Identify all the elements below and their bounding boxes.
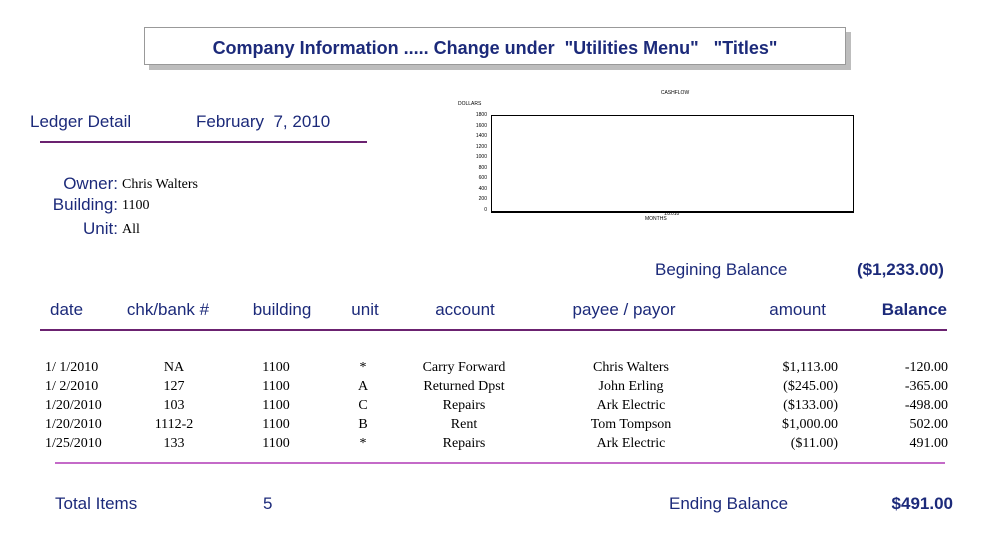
column-header: Balance [881, 300, 947, 319]
ledger-cell: Returned Dpst [423, 379, 505, 394]
ledger-cell: 502.00 [909, 417, 949, 432]
ledger-cell: 1/20/2010 [45, 417, 102, 432]
company-title: Company Information ..... Change under "… [212, 38, 778, 58]
ledger-cell: Ark Electric [596, 398, 666, 413]
chart-y-tick: 200 [478, 196, 487, 202]
ledger-cell: * [359, 360, 367, 375]
ledger-cell: 127 [163, 379, 185, 394]
ledger-cell: 1/ 1/2010 [45, 360, 99, 375]
ledger-cell: 103 [163, 398, 185, 413]
ledger-cell: John Erling [598, 379, 664, 394]
ledger-cell: B [358, 417, 368, 432]
ledger-cell: Tom Tompson [590, 417, 672, 432]
info-value: Chris Walters [122, 177, 198, 192]
ledger-cell: A [357, 379, 369, 394]
ledger-cell: 1/ 2/2010 [45, 379, 99, 394]
chart-y-tick: 1000 [475, 154, 487, 160]
rule [40, 141, 367, 143]
chart-frame [491, 115, 854, 213]
info-value: All [122, 222, 140, 237]
column-header: building [252, 300, 312, 319]
ledger-cell: * [359, 436, 367, 451]
chart-y-tick: 1600 [475, 122, 487, 129]
ledger-cell: Repairs [442, 398, 486, 413]
ledger-cell: -120.00 [904, 360, 948, 375]
chart-y-tick: 800 [478, 164, 487, 171]
ledger-cell: C [358, 398, 368, 413]
column-header: payee / payor [572, 300, 676, 319]
info-label: Unit: [83, 219, 118, 238]
ledger-cell: NA [163, 360, 185, 375]
ledger-cell: 1112-2 [154, 417, 194, 432]
beginning-value: ($1,233.00) [857, 260, 944, 279]
ledger-cell: 1100 [262, 417, 290, 432]
beginning-label: Begining Balance [655, 260, 788, 279]
info-label: Owner: [63, 174, 118, 193]
ending-label: Ending Balance [669, 494, 789, 513]
chart-y-tick: 1800 [475, 112, 487, 118]
ledger-cell: 133 [163, 436, 185, 451]
ledger-cell: -365.00 [904, 379, 948, 394]
info-label: Building: [52, 195, 118, 214]
ending-value: $491.00 [891, 494, 953, 513]
ledger-cell: 1100 [262, 436, 290, 451]
report-date: February 7, 2010 [196, 112, 331, 131]
chart-x-tick: 1/2010 [664, 211, 680, 217]
ledger-cell: 1100 [262, 379, 290, 394]
ledger-cell: $1,000.00 [782, 417, 838, 432]
total-items-label: Total Items [55, 494, 138, 513]
ledger-cell: Rent [450, 417, 478, 432]
ledger-cell: 491.00 [909, 436, 949, 451]
chart-y-tick: 400 [478, 185, 487, 192]
column-header: account [435, 300, 495, 319]
rule [40, 329, 947, 331]
column-header: unit [351, 300, 379, 319]
rule [55, 462, 945, 464]
ledger-cell: ($133.00) [783, 398, 838, 413]
ledger-cell: Ark Electric [596, 436, 666, 451]
info-value: 1100 [122, 198, 150, 213]
chart-x-label: MONTHS [645, 216, 667, 222]
ledger-cell: 1100 [262, 398, 290, 413]
column-header: amount [769, 300, 826, 319]
ledger-cell: -498.00 [904, 398, 948, 413]
ledger-cell: Repairs [442, 436, 486, 451]
title-box [144, 27, 846, 65]
ledger-cell: 1100 [262, 360, 290, 375]
ledger-cell: ($245.00) [783, 379, 838, 394]
ledger-cell: ($11.00) [790, 436, 838, 451]
ledger-cell: 1/25/2010 [45, 436, 102, 451]
chart-y-tick: 600 [478, 175, 487, 181]
chart-y-tick: 1400 [475, 133, 487, 139]
chart-y-label: DOLLARS [458, 101, 482, 107]
chart-title: CASHFLOW [660, 90, 690, 96]
ledger-cell: Carry Forward [422, 360, 506, 375]
column-header: chk/bank # [126, 300, 210, 319]
column-header: date [50, 300, 84, 319]
total-items-value: 5 [263, 494, 273, 513]
chart-y-tick: 1200 [475, 143, 487, 150]
ledger-cell: 1/20/2010 [45, 398, 102, 413]
report-name: Ledger Detail [30, 112, 132, 131]
ledger-cell: Chris Walters [593, 360, 669, 375]
ledger-cell: $1,113.00 [782, 360, 838, 375]
chart-y-tick: 0 [484, 206, 487, 213]
